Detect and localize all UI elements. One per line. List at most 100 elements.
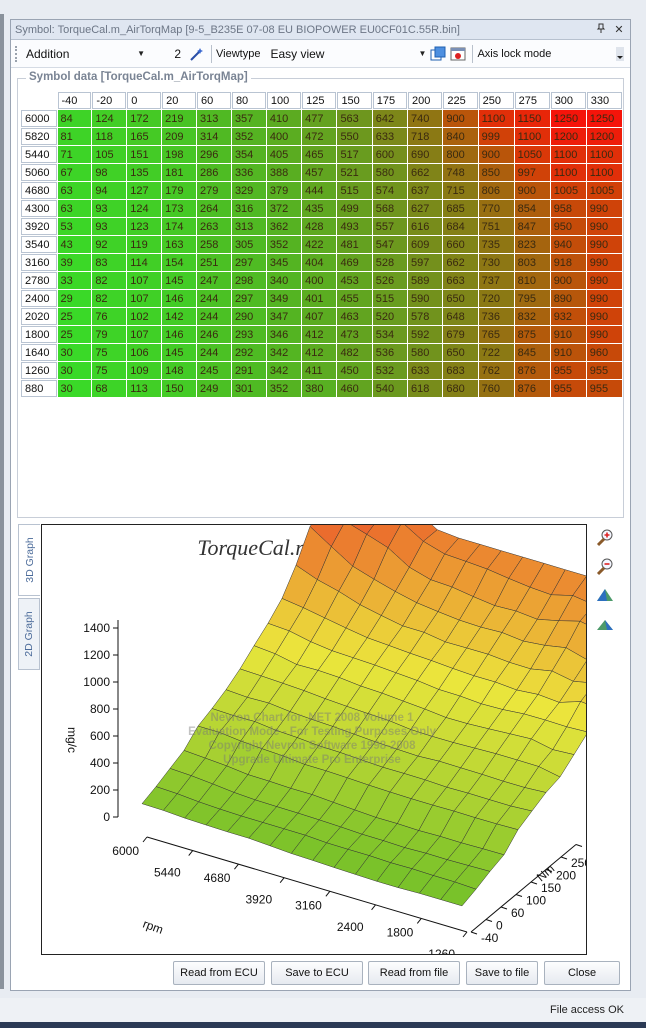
map-cell[interactable]: 314 [197, 128, 231, 145]
map-cell[interactable]: 679 [443, 326, 478, 343]
map-cell[interactable]: 68 [92, 380, 127, 397]
viewtype-select[interactable]: Easy view ▼ [266, 44, 428, 64]
map-cell[interactable]: 263 [197, 218, 231, 235]
map-cell[interactable]: 832 [514, 308, 550, 325]
map-cell[interactable]: 806 [478, 182, 514, 199]
map-cell[interactable]: 124 [92, 110, 127, 127]
row-header[interactable]: 5820 [21, 128, 57, 145]
map-cell[interactable]: 75 [92, 362, 127, 379]
map-cell[interactable]: 1005 [586, 182, 622, 199]
map-cell[interactable]: 765 [478, 326, 514, 343]
map-cell[interactable]: 405 [266, 146, 302, 163]
tab-2d-graph[interactable]: 2D Graph [18, 598, 40, 670]
map-cell[interactable]: 684 [443, 218, 478, 235]
map-cell[interactable]: 800 [443, 146, 478, 163]
map-cell[interactable]: 900 [478, 146, 514, 163]
map-cell[interactable]: 163 [162, 236, 197, 253]
map-cell[interactable]: 109 [127, 362, 162, 379]
map-cell[interactable]: 990 [586, 236, 622, 253]
map-cell[interactable]: 482 [337, 344, 372, 361]
map-cell[interactable]: 999 [478, 128, 514, 145]
map-cell[interactable]: 900 [514, 182, 550, 199]
map-cell[interactable]: 1100 [586, 146, 622, 163]
map-cell[interactable]: 30 [57, 344, 92, 361]
map-cell[interactable]: 98 [92, 164, 127, 181]
map-cell[interactable]: 173 [162, 200, 197, 217]
map-cell[interactable]: 515 [337, 182, 372, 199]
map-cell[interactable]: 63 [57, 182, 92, 199]
chart-3d-plot[interactable]: TorqueCal.m_AirTorqMap 14001200100080060… [41, 524, 587, 955]
map-cell[interactable]: 352 [266, 380, 302, 397]
map-cell[interactable]: 349 [266, 290, 302, 307]
map-cell[interactable]: 404 [302, 254, 337, 271]
map-cell[interactable]: 955 [586, 380, 622, 397]
map-cell[interactable]: 244 [197, 290, 231, 307]
map-cell[interactable]: 198 [162, 146, 197, 163]
column-header[interactable]: 60 [197, 92, 231, 109]
map-cell[interactable]: 340 [266, 272, 302, 289]
map-cell[interactable]: 1100 [514, 128, 550, 145]
map-cell[interactable]: 736 [478, 308, 514, 325]
map-cell[interactable]: 955 [586, 362, 622, 379]
tab-3d-graph[interactable]: 3D Graph [18, 524, 40, 596]
map-cell[interactable]: 25 [57, 326, 92, 343]
map-cell[interactable]: 940 [550, 236, 586, 253]
map-cell[interactable]: 960 [586, 344, 622, 361]
map-cell[interactable]: 1100 [550, 164, 586, 181]
map-cell[interactable]: 609 [408, 236, 443, 253]
map-cell[interactable]: 900 [443, 110, 478, 127]
map-cell[interactable]: 690 [408, 146, 443, 163]
map-cell[interactable]: 347 [266, 308, 302, 325]
map-cell[interactable]: 990 [586, 200, 622, 217]
map-cell[interactable]: 1200 [550, 128, 586, 145]
map-cell[interactable]: 597 [408, 254, 443, 271]
toolbar-overflow-icon[interactable] [614, 44, 626, 64]
column-header[interactable]: 80 [231, 92, 266, 109]
map-cell[interactable]: 955 [550, 362, 586, 379]
map-cell[interactable]: 93 [92, 200, 127, 217]
close-button[interactable]: Close [544, 961, 620, 985]
map-cell[interactable]: 148 [162, 362, 197, 379]
map-cell[interactable]: 720 [478, 290, 514, 307]
map-cell[interactable]: 106 [127, 344, 162, 361]
map-cell[interactable]: 578 [408, 308, 443, 325]
map-cell[interactable]: 362 [266, 218, 302, 235]
map-cell[interactable]: 1100 [478, 110, 514, 127]
map-cell[interactable]: 1250 [550, 110, 586, 127]
map-cell[interactable]: 301 [231, 380, 266, 397]
operation-mode-select[interactable]: Addition ▼ [22, 44, 147, 64]
map-cell[interactable]: 737 [478, 272, 514, 289]
map-cell[interactable]: 81 [57, 128, 92, 145]
map-cell[interactable]: 580 [408, 344, 443, 361]
map-cell[interactable]: 876 [514, 362, 550, 379]
map-cell[interactable]: 650 [443, 344, 478, 361]
column-header[interactable]: 275 [514, 92, 550, 109]
apply-wand-icon[interactable] [187, 44, 207, 64]
map-cell[interactable]: 79 [92, 326, 127, 343]
map-cell[interactable]: 245 [197, 362, 231, 379]
map-cell[interactable]: 244 [197, 308, 231, 325]
map-cell[interactable]: 460 [337, 380, 372, 397]
axis-lock-label[interactable]: Axis lock mode [477, 47, 552, 60]
map-cell[interactable]: 748 [443, 164, 478, 181]
map-cell[interactable]: 114 [127, 254, 162, 271]
read-from-ecu-button[interactable]: Read from ECU [173, 961, 265, 985]
map-cell[interactable]: 39 [57, 254, 92, 271]
map-cell[interactable]: 680 [443, 380, 478, 397]
row-header[interactable]: 4300 [21, 200, 57, 217]
map-cell[interactable]: 465 [302, 146, 337, 163]
map-cell[interactable]: 547 [372, 236, 408, 253]
map-cell[interactable]: 352 [266, 236, 302, 253]
map-cell[interactable]: 251 [197, 254, 231, 271]
row-header[interactable]: 880 [21, 380, 57, 397]
map-cell[interactable]: 633 [408, 362, 443, 379]
map-cell[interactable]: 457 [302, 164, 337, 181]
map-cell[interactable]: 592 [408, 326, 443, 343]
map-cell[interactable]: 105 [92, 146, 127, 163]
map-cell[interactable]: 990 [586, 272, 622, 289]
map-cell[interactable]: 910 [550, 344, 586, 361]
zoom-in-icon[interactable] [594, 526, 616, 548]
map-cell[interactable]: 751 [478, 218, 514, 235]
map-cell[interactable]: 84 [57, 110, 92, 127]
map-cell[interactable]: 803 [514, 254, 550, 271]
